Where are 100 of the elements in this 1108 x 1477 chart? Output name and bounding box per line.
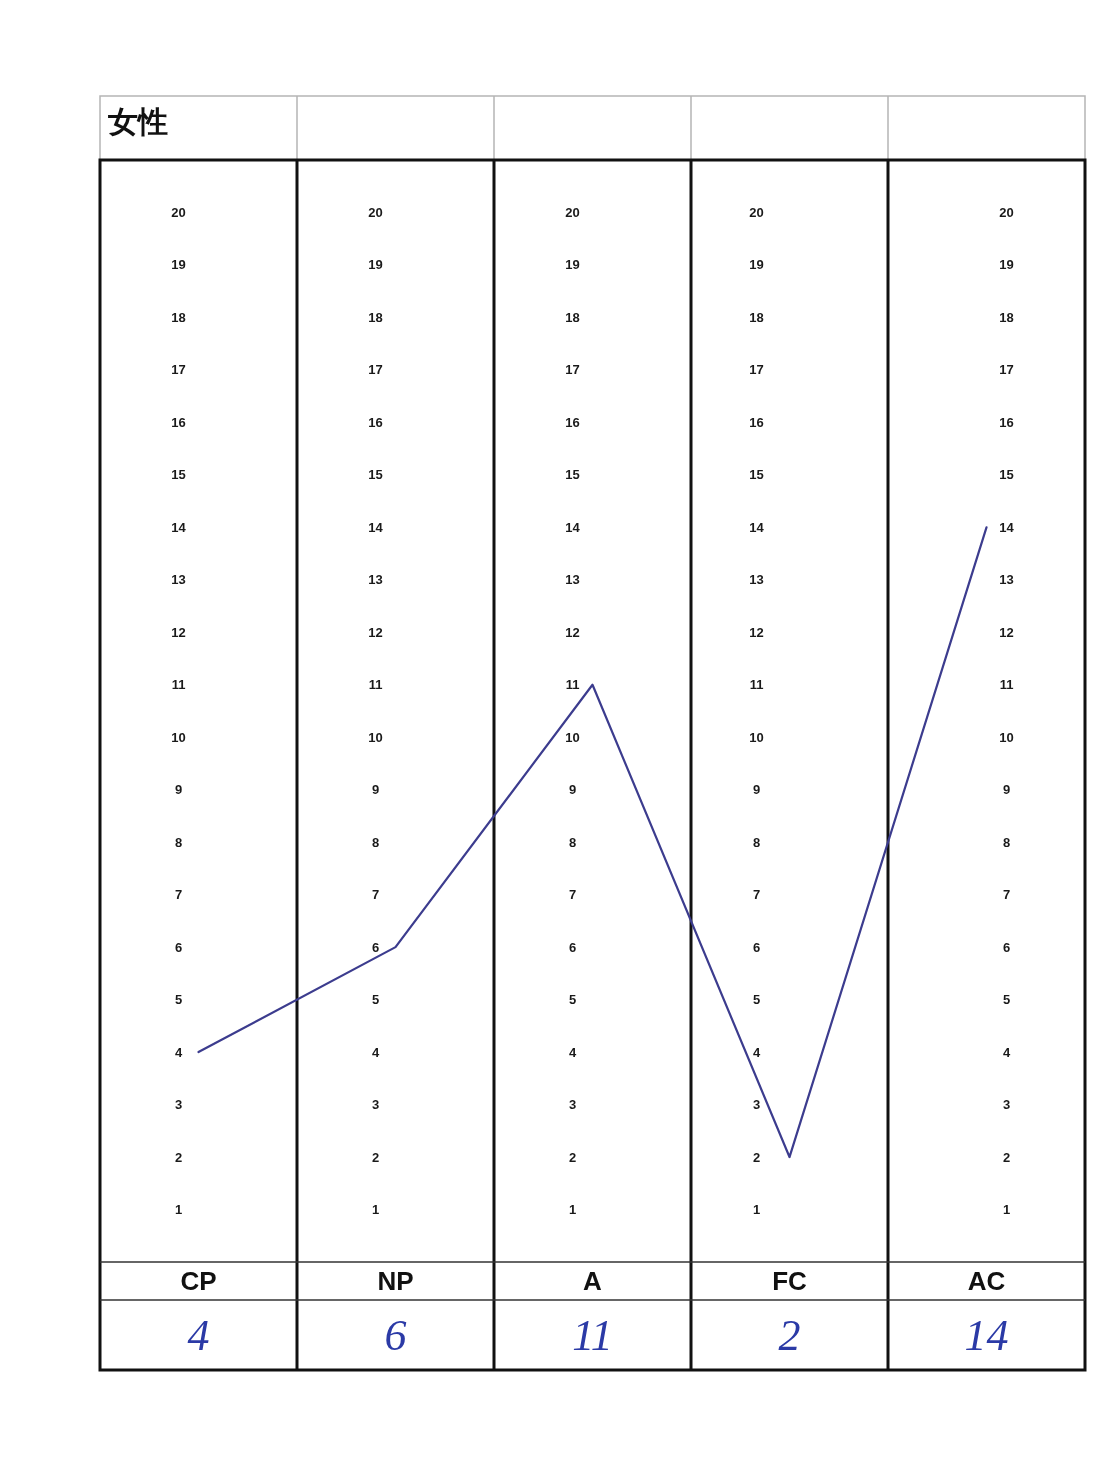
scale-label: 8 bbox=[752, 834, 761, 850]
scale-label: 5 bbox=[174, 992, 183, 1008]
scale-label: 7 bbox=[568, 887, 577, 903]
scale-label: 18 bbox=[171, 309, 186, 325]
scale-label: 13 bbox=[999, 572, 1014, 588]
scale-label: 1 bbox=[371, 1202, 380, 1217]
category-label: AC bbox=[967, 1266, 1006, 1296]
scale-label: 12 bbox=[999, 624, 1014, 640]
scale-label: 20 bbox=[999, 205, 1014, 220]
data-label: 11 bbox=[572, 1310, 613, 1360]
scale-label: 19 bbox=[749, 257, 764, 273]
scale-label: 17 bbox=[368, 362, 383, 378]
scale-label: 4 bbox=[174, 1044, 183, 1060]
scale-label: 8 bbox=[1002, 834, 1011, 850]
scale-label: 9 bbox=[1002, 782, 1011, 798]
scale-label: 12 bbox=[171, 624, 186, 640]
scale-label: 9 bbox=[568, 782, 577, 798]
scale-label: 11 bbox=[171, 677, 186, 693]
scale-label: 16 bbox=[999, 414, 1014, 430]
scale-label: 1 bbox=[174, 1202, 183, 1217]
scale-label: 13 bbox=[749, 572, 764, 588]
scale-label: 10 bbox=[749, 729, 764, 745]
scale-label: 18 bbox=[565, 309, 580, 325]
scale-label: 4 bbox=[752, 1044, 761, 1060]
scale-label: 7 bbox=[752, 887, 761, 903]
scale-label: 9 bbox=[174, 782, 183, 798]
scale-label: 16 bbox=[368, 414, 383, 430]
scale-label: 10 bbox=[368, 729, 383, 745]
scale-label: 16 bbox=[749, 414, 764, 430]
scale-label: 19 bbox=[999, 257, 1014, 273]
scale-label: 11 bbox=[368, 677, 383, 693]
scale-label: 6 bbox=[371, 939, 380, 955]
scale-label: 8 bbox=[371, 834, 380, 850]
scale-label: 2 bbox=[371, 1149, 380, 1165]
scale-label: 11 bbox=[565, 677, 580, 693]
scale-label: 13 bbox=[368, 572, 383, 588]
scale-label: 17 bbox=[749, 362, 764, 378]
scale-label: 3 bbox=[371, 1097, 380, 1113]
category-label: CP bbox=[180, 1266, 217, 1296]
data-label: 4 bbox=[187, 1310, 210, 1360]
scale-label: 12 bbox=[565, 624, 580, 640]
scale-label: 15 bbox=[171, 467, 186, 483]
scale-label: 6 bbox=[568, 939, 577, 955]
scale-label: 5 bbox=[568, 992, 577, 1008]
scale-label: 4 bbox=[568, 1044, 577, 1060]
scale-label: 2 bbox=[752, 1149, 761, 1165]
scale-label: 18 bbox=[999, 309, 1014, 325]
scale-label: 8 bbox=[174, 834, 183, 850]
scale-label: 20 bbox=[565, 205, 580, 220]
scale-label: 7 bbox=[371, 887, 380, 903]
scale-label: 6 bbox=[174, 939, 183, 955]
scale-label: 14 bbox=[368, 519, 383, 535]
scale-label: 15 bbox=[368, 467, 383, 483]
scale-label: 10 bbox=[171, 729, 186, 745]
scale-label: 9 bbox=[752, 782, 761, 798]
scale-label: 10 bbox=[999, 729, 1014, 745]
scale-label: 11 bbox=[999, 677, 1014, 693]
scale-label: 20 bbox=[749, 205, 764, 220]
scale-label: 10 bbox=[565, 729, 580, 745]
scale-label: 20 bbox=[368, 205, 383, 220]
scale-label: 16 bbox=[171, 414, 186, 430]
scale-label: 12 bbox=[749, 624, 764, 640]
scale-label: 18 bbox=[368, 309, 383, 325]
data-label: 14 bbox=[964, 1310, 1009, 1360]
scale-label: 15 bbox=[999, 467, 1014, 483]
scale-label: 5 bbox=[1002, 992, 1011, 1008]
scale-label: 20 bbox=[171, 205, 186, 220]
scale-label: 12 bbox=[368, 624, 383, 640]
scale-label: 8 bbox=[568, 834, 577, 850]
category-label: NP bbox=[377, 1266, 414, 1296]
scale-label: 3 bbox=[1002, 1097, 1011, 1113]
scale-label: 4 bbox=[371, 1044, 380, 1060]
scale-label: 14 bbox=[565, 519, 580, 535]
scale-label: 9 bbox=[371, 782, 380, 798]
scale-label: 15 bbox=[565, 467, 580, 483]
scale-label: 1 bbox=[752, 1202, 761, 1217]
scale-label: 17 bbox=[565, 362, 580, 378]
scale-label: 19 bbox=[171, 257, 186, 273]
scale-label: 4 bbox=[1002, 1044, 1011, 1060]
scale-label: 1 bbox=[1002, 1202, 1011, 1217]
scale-label: 7 bbox=[174, 887, 183, 903]
category-label: A bbox=[583, 1266, 602, 1296]
scale-label: 17 bbox=[999, 362, 1014, 378]
scale-label: 6 bbox=[1002, 939, 1011, 955]
scale-label: 5 bbox=[371, 992, 380, 1008]
scale-label: 3 bbox=[752, 1097, 761, 1113]
scale-label: 2 bbox=[568, 1149, 577, 1165]
scale-label: 14 bbox=[749, 519, 764, 535]
scale-label: 13 bbox=[565, 572, 580, 588]
scale-label: 11 bbox=[749, 677, 764, 693]
scale-label: 2 bbox=[1002, 1149, 1011, 1165]
scale-label: 18 bbox=[749, 309, 764, 325]
scale-label: 14 bbox=[171, 519, 186, 535]
scale-label: 3 bbox=[174, 1097, 183, 1113]
scale-label: 13 bbox=[171, 572, 186, 588]
scale-label: 17 bbox=[171, 362, 186, 378]
category-label: FC bbox=[772, 1266, 807, 1296]
scale-label: 19 bbox=[565, 257, 580, 273]
scale-label: 16 bbox=[565, 414, 580, 430]
data-label: 6 bbox=[384, 1310, 407, 1360]
